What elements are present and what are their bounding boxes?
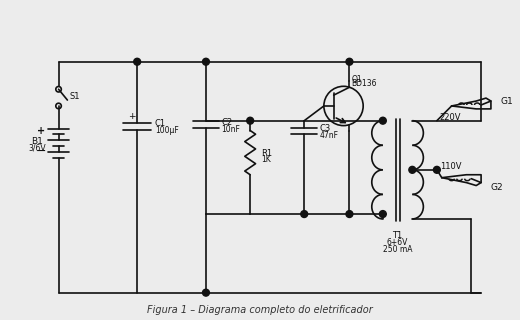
Text: 220V: 220V	[440, 113, 461, 122]
Text: T1: T1	[393, 231, 402, 240]
Circle shape	[346, 211, 353, 218]
Text: B1: B1	[31, 137, 43, 146]
Text: 6+6V: 6+6V	[387, 238, 408, 247]
Circle shape	[434, 166, 440, 173]
Text: 100μF: 100μF	[155, 126, 178, 135]
Circle shape	[246, 117, 254, 124]
Text: 250 mA: 250 mA	[383, 244, 412, 253]
Circle shape	[202, 58, 210, 65]
Text: 1K: 1K	[261, 156, 271, 164]
Circle shape	[301, 211, 308, 218]
Text: 10nF: 10nF	[222, 124, 241, 133]
Circle shape	[380, 211, 386, 218]
Text: G2: G2	[491, 183, 503, 192]
Text: Figura 1 – Diagrama completo do eletrificador: Figura 1 – Diagrama completo do eletrifi…	[147, 305, 373, 315]
Text: C3: C3	[320, 124, 331, 133]
Text: 110V: 110V	[440, 162, 461, 172]
Text: R1: R1	[261, 148, 272, 158]
Circle shape	[202, 289, 210, 296]
Circle shape	[346, 58, 353, 65]
Text: +: +	[37, 125, 45, 136]
Circle shape	[409, 166, 416, 173]
Text: S1: S1	[69, 92, 80, 100]
Text: C2: C2	[222, 118, 233, 127]
Text: 3/6V: 3/6V	[28, 144, 46, 153]
Text: BD136: BD136	[352, 79, 377, 88]
Text: G1: G1	[501, 97, 513, 106]
Circle shape	[380, 117, 386, 124]
Text: C1: C1	[155, 119, 166, 128]
Text: Q1: Q1	[352, 75, 362, 84]
Text: −: −	[36, 145, 46, 158]
Text: 47nF: 47nF	[320, 131, 339, 140]
Circle shape	[134, 58, 140, 65]
Text: +: +	[128, 112, 136, 121]
